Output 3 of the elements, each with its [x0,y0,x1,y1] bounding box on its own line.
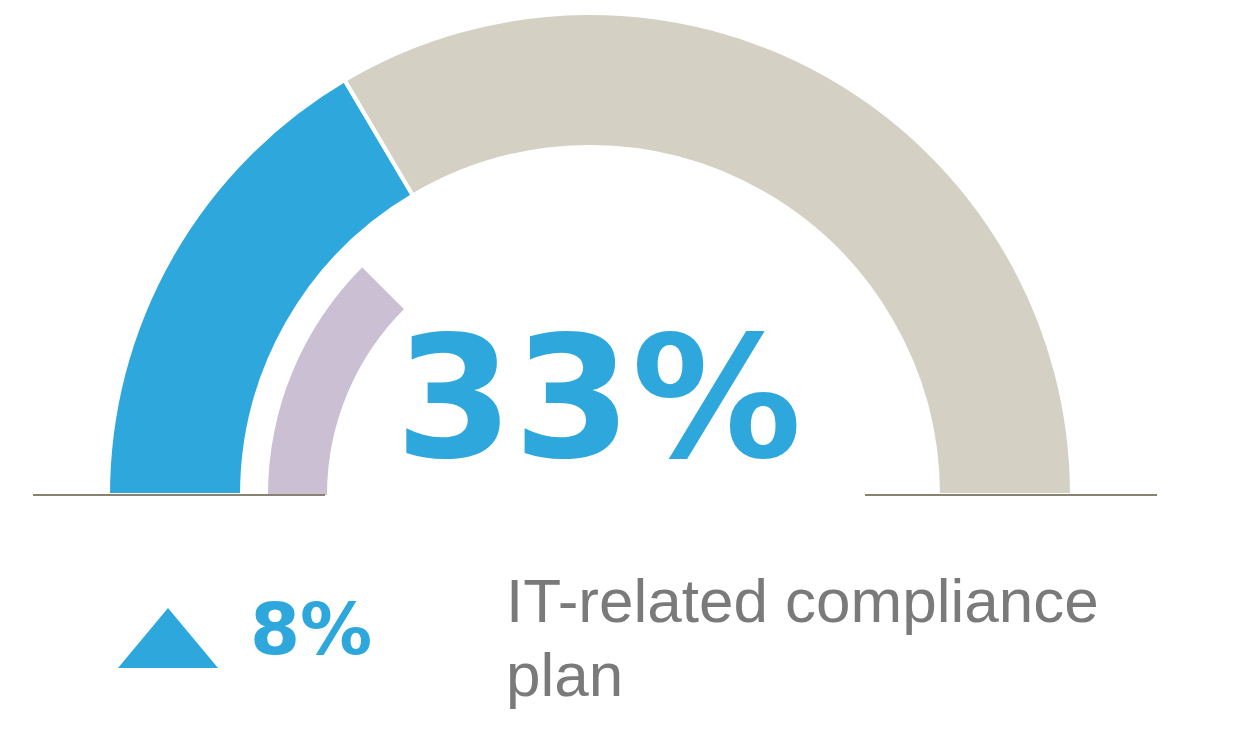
text: IT-related compliance plan [506,565,1116,709]
text: 33% [395,299,802,497]
text: 8% [250,587,373,671]
